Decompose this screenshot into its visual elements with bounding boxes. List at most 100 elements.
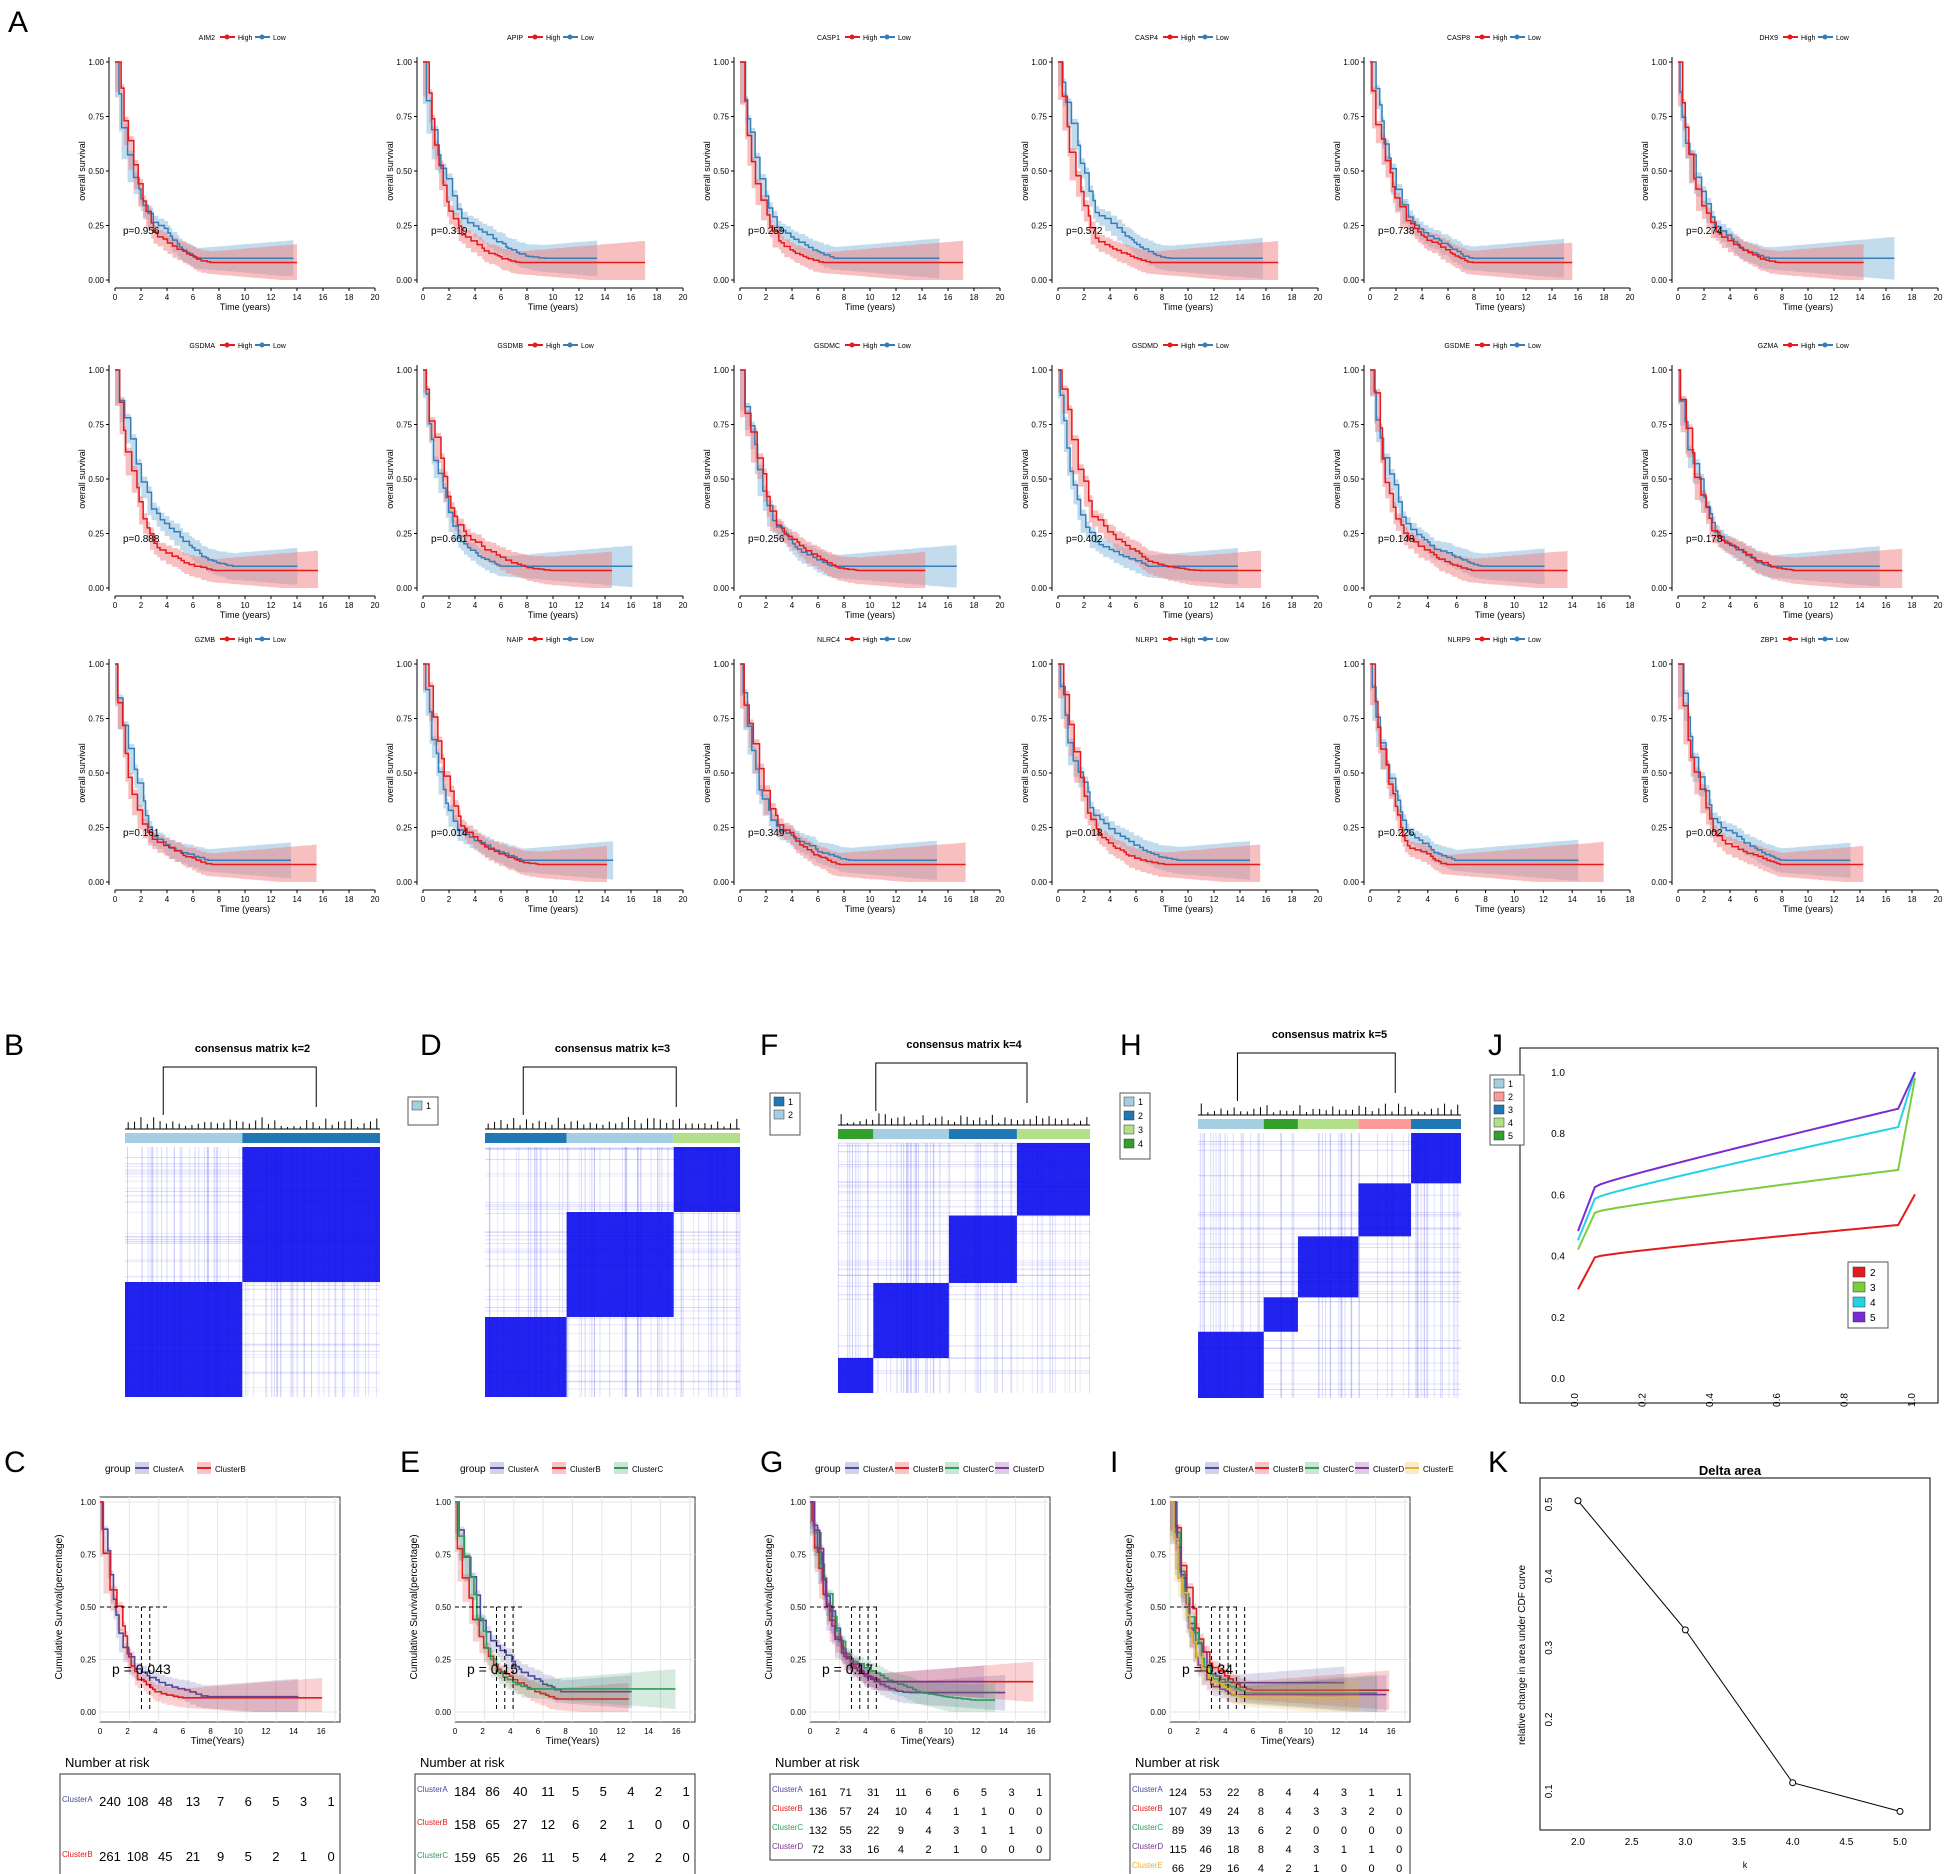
x-tick-label: 14 <box>601 895 610 904</box>
low-curve <box>740 369 957 567</box>
x-tick-label: 18 <box>653 293 662 302</box>
x-tick-label: 8 <box>217 293 222 302</box>
x-tick-label: 8 <box>1780 895 1785 904</box>
x-tick-label: 4 <box>1223 1727 1228 1736</box>
x-tick-label: 2 <box>764 293 769 302</box>
x-tick-label: 2 <box>1082 601 1087 610</box>
x-tick-label: 8 <box>1160 601 1165 610</box>
high-curve <box>1370 663 1604 866</box>
x-tick-label: 2 <box>1397 601 1402 610</box>
y-tick-label: 0.25 <box>1031 222 1047 231</box>
x-tick-label: 20 <box>996 895 1005 904</box>
risk-cell: 1 <box>1396 1787 1402 1799</box>
y-tick-label: 0.75 <box>88 421 104 430</box>
y-tick-label: 0.25 <box>713 824 729 833</box>
consensus-block <box>948 1215 1017 1283</box>
risk-cell: 1 <box>1368 1844 1374 1856</box>
group-ci-band <box>810 1502 985 1699</box>
x-tick-label: 6 <box>191 293 196 302</box>
p-value: p=0.402 <box>1066 534 1103 545</box>
risk-cell: 0 <box>655 1817 662 1832</box>
group-ci-band <box>1170 1502 1360 1712</box>
y-tick-label: 1.00 <box>1031 660 1047 669</box>
km-plot-DHX9: DHX9 High Low 0.00 0.25 0.50 0.75 1.00 0 2 4 6 8 10 12… <box>1640 34 1943 312</box>
x-tick-label: 20 <box>1626 293 1635 302</box>
legend-low-label: Low <box>1216 343 1230 350</box>
panel-letter-J: J <box>1488 1029 1503 1062</box>
risk-cell: 4 <box>1286 1806 1292 1818</box>
panel-letter-C: C <box>4 1446 26 1479</box>
low-ci-band <box>1370 62 1565 278</box>
x-tick-label: 6 <box>1754 293 1759 302</box>
cdf-curve-k3 <box>1577 1077 1916 1250</box>
x-tick-label: 6 <box>191 601 196 610</box>
risk-cell: 3 <box>1313 1844 1319 1856</box>
risk-cell: 0 <box>1341 1825 1347 1837</box>
y-tick-label: 0.75 <box>1031 421 1047 430</box>
x-axis-label: Time(Years) <box>1261 1736 1315 1747</box>
high-curve <box>1058 369 1262 572</box>
x-tick-label: 14 <box>1856 601 1865 610</box>
consensus-block <box>838 1358 874 1393</box>
y-tick-label: 1.00 <box>1343 366 1359 375</box>
x-tick-label: 0 <box>738 895 743 904</box>
delta-y-tick-label: 0.3 <box>1544 1640 1555 1654</box>
x-tick-label: 16 <box>1882 601 1891 610</box>
legend-swatch <box>1493 1117 1505 1128</box>
x-tick-label: 12 <box>575 895 584 904</box>
x-tick-label: 8 <box>842 293 847 302</box>
y-tick-label: 1.00 <box>435 1498 451 1507</box>
risk-cell: 108 <box>127 1849 149 1864</box>
low-ci-band <box>423 664 614 880</box>
cdf-y-tick-label: 0.8 <box>1551 1129 1565 1140</box>
x-tick-label: 6 <box>1251 1727 1256 1736</box>
group-legend-label: ClusterB <box>1273 1465 1304 1474</box>
risk-cell: 16 <box>1227 1863 1239 1874</box>
cluster-bar-segment <box>485 1133 567 1143</box>
delta-point <box>1574 1497 1582 1505</box>
y-tick-label: 1.00 <box>88 366 104 375</box>
x-tick-label: 18 <box>1908 601 1917 610</box>
legend-high-label: High <box>1493 343 1508 350</box>
cluster-bar-segment <box>1411 1119 1461 1129</box>
group-legend-label: ClusterB <box>570 1465 601 1474</box>
risk-cell: 1 <box>683 1784 690 1799</box>
x-tick-label: 2 <box>139 293 144 302</box>
y-tick-label: 0.75 <box>1150 1551 1166 1560</box>
high-curve <box>1058 61 1279 264</box>
x-tick-label: 6 <box>499 293 504 302</box>
y-tick-label: 0.25 <box>396 824 412 833</box>
high-curve <box>115 61 298 264</box>
legend-high-marker <box>849 34 855 40</box>
x-tick-label: 12 <box>971 1727 980 1736</box>
p-value: p = 0.15 <box>467 1661 518 1677</box>
x-tick-label: 12 <box>267 601 276 610</box>
risk-cell: 0 <box>1036 1806 1042 1818</box>
group-ci-band <box>100 1502 299 1712</box>
y-tick-label: 0.50 <box>88 167 104 176</box>
delta-x-tick-label: 4.5 <box>1839 1837 1853 1848</box>
panel-letter-E: E <box>400 1446 420 1479</box>
x-tick-label: 2 <box>139 601 144 610</box>
x-tick-label: 8 <box>217 601 222 610</box>
risk-cell: 5 <box>572 1850 579 1865</box>
legend-low-label: Low <box>1528 35 1542 42</box>
x-tick-label: 8 <box>563 1727 568 1736</box>
y-axis-label: Cumulative Survival(percentage) <box>54 1534 65 1679</box>
plot-area <box>454 1496 696 1723</box>
legend-high-label: High <box>238 343 253 350</box>
group-legend-fill <box>552 1462 566 1474</box>
group-legend-fill <box>945 1462 959 1474</box>
p-value: p=0.661 <box>431 534 468 545</box>
x-axis-label: Time(Years) <box>191 1736 245 1747</box>
x-tick-label: 14 <box>1359 1727 1368 1736</box>
risk-cell: 4 <box>898 1844 904 1856</box>
x-tick-label: 2 <box>1702 601 1707 610</box>
y-tick-label: 0.25 <box>1150 1656 1166 1665</box>
y-tick-label: 0.75 <box>396 113 412 122</box>
x-tick-label: 4 <box>790 895 795 904</box>
risk-row-label: ClusterB <box>62 1850 93 1859</box>
panel-letter-A: A <box>8 6 28 39</box>
km-gene-label: NAIP <box>507 637 524 644</box>
high-ci-band <box>423 62 646 280</box>
